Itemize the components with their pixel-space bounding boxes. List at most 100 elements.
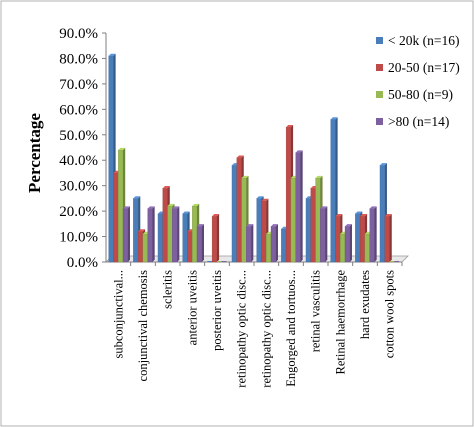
bar <box>172 208 178 263</box>
bar <box>256 198 262 263</box>
x-tick-label: Retinal haemorrhage <box>333 270 347 375</box>
x-tick-label: subconjunctival... <box>111 270 125 359</box>
bar <box>330 119 336 263</box>
bar <box>122 208 128 263</box>
bar <box>384 216 390 263</box>
bar-top <box>384 214 392 217</box>
legend-label: >80 (n=14) <box>388 114 449 129</box>
bar <box>147 208 153 263</box>
bar-side <box>275 224 278 262</box>
x-tick-label: conjunctival chemosis <box>136 270 150 382</box>
bar <box>187 231 193 263</box>
bar <box>305 198 311 263</box>
bar <box>359 216 366 263</box>
bar <box>369 208 375 263</box>
y-axis-title: Percentage <box>25 113 44 193</box>
bar <box>344 226 350 263</box>
bar-side <box>201 224 204 262</box>
bar-top <box>123 206 130 209</box>
y-tick-label: 40.0% <box>59 153 98 169</box>
bar-top <box>286 124 294 128</box>
y-tick-label: 90.0% <box>59 26 98 42</box>
bar-side <box>177 206 180 262</box>
y-tick-label: 10.0% <box>59 230 98 246</box>
bar-side <box>349 224 352 262</box>
bar <box>162 188 168 263</box>
bar-side <box>152 206 155 262</box>
bar <box>231 165 237 263</box>
bar-side <box>389 214 392 262</box>
bar-side <box>127 206 130 262</box>
bar-top <box>167 203 175 207</box>
x-tick-label: scleritis <box>161 270 175 309</box>
x-tick-label: Engorged and tortuos... <box>284 270 298 387</box>
legend: < 20k (n=16) 20-50 (n=17) 50-80 (n=9) >80 (… <box>376 33 460 129</box>
bar <box>157 213 163 263</box>
legend-swatch <box>376 118 383 125</box>
legend-swatch <box>376 64 383 71</box>
legend-label: < 20k (n=16) <box>388 33 459 48</box>
bar <box>196 226 202 263</box>
bar-top <box>360 214 368 217</box>
bar-side <box>216 214 220 262</box>
bar-top <box>256 196 264 199</box>
bar-top <box>330 117 338 120</box>
legend-label: 20-50 (n=17) <box>388 60 460 75</box>
bar-top <box>118 147 126 151</box>
bar-top <box>246 224 254 227</box>
bar <box>133 198 139 263</box>
bar <box>246 226 252 263</box>
bar-top <box>335 214 343 217</box>
bar <box>167 205 173 263</box>
bar <box>270 226 276 263</box>
x-tick-label: retinopathy optic disc... <box>259 270 273 388</box>
bar <box>118 149 124 263</box>
legend-label: 50-80 (n=9) <box>388 87 453 102</box>
bar-top <box>241 175 249 179</box>
bar-top <box>379 163 387 166</box>
bar <box>266 233 272 263</box>
legend-swatch <box>376 91 383 98</box>
bar-top <box>192 203 200 207</box>
bar <box>142 233 148 263</box>
bar <box>379 165 385 263</box>
bar <box>310 188 316 263</box>
bar <box>295 152 301 263</box>
bar-top <box>320 206 328 209</box>
bar-side <box>300 150 303 262</box>
bar <box>285 126 292 263</box>
x-tick-label: retinal vasculitis <box>309 270 323 352</box>
bar <box>113 172 119 263</box>
bar-top <box>355 211 363 214</box>
bar-top <box>162 186 170 189</box>
bar-top <box>271 224 278 227</box>
y-tick-label: 80.0% <box>59 51 98 67</box>
y-tick-label: 20.0% <box>59 204 98 220</box>
bar <box>355 213 361 263</box>
bar-top <box>295 150 303 153</box>
y-tick-label: 30.0% <box>59 179 98 195</box>
plot-area: 0.0% 10.0% 20.0% 30.0% 40.0% 50.0% 60.0% 70.0% 8… <box>59 26 409 388</box>
x-tick-label: cotton wool spots <box>383 270 397 358</box>
bar <box>216 261 222 262</box>
bar <box>335 216 341 263</box>
bar <box>281 228 287 263</box>
bar <box>236 157 242 263</box>
bar-top <box>197 224 204 227</box>
bar-top <box>236 155 244 158</box>
bar-top <box>147 206 155 209</box>
bar <box>364 233 370 263</box>
bar-top <box>138 229 146 232</box>
bar-top <box>315 175 323 179</box>
bar <box>340 233 346 263</box>
bar <box>207 261 213 262</box>
bar <box>394 261 400 262</box>
x-tick-label: retinopathy optic disc... <box>235 270 249 388</box>
y-tick-label: 0.0% <box>67 255 98 271</box>
x-tick-label: hard exudates <box>358 270 372 339</box>
bar-top <box>261 198 269 201</box>
bar <box>221 261 227 262</box>
legend-swatch <box>376 37 383 44</box>
bar-top <box>133 196 141 199</box>
